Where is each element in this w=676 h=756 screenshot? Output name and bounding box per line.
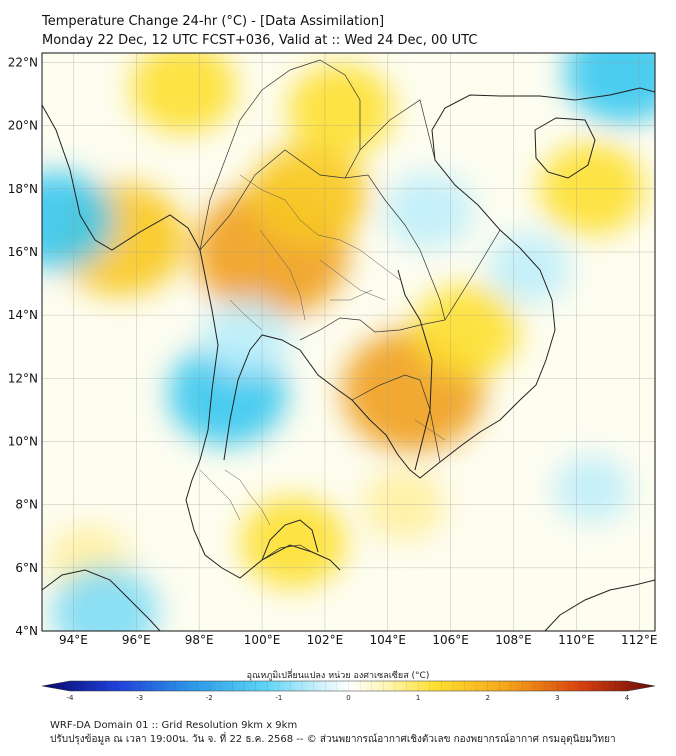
gulf-of-thailand-coast: [223, 87, 655, 479]
lon-label: 106°E: [432, 633, 469, 647]
field-blob-1: [250, 143, 369, 247]
thailand-border-north: [199, 149, 446, 341]
colorbar-tick-label: 3: [555, 694, 559, 702]
myanmar-border-east: [199, 59, 361, 251]
lat-lon-gridlines: [42, 53, 655, 631]
field-blob-7: [240, 496, 347, 589]
thai-malaysia-border: [261, 544, 313, 561]
colorbar: -4 -3 -2 -1 0 1 2 3 4: [41, 680, 656, 702]
sumatra-coast: [42, 569, 161, 631]
vietnam-mainland-line: [397, 269, 433, 471]
lat-label: 20°N: [8, 119, 38, 133]
field-blob-16: [51, 566, 158, 631]
field-blob-18: [554, 455, 631, 522]
footer-line-1: WRF-DA Domain 01 :: Grid Resolution 9km …: [50, 720, 298, 731]
map-title: Temperature Change 24-hr (°C) - [Data As…: [42, 12, 477, 50]
province-borders: [199, 174, 446, 526]
field-blob-13: [564, 53, 655, 124]
lat-label: 4°N: [15, 624, 38, 638]
country-borders: [199, 59, 501, 561]
latitude-labels: 22°N 20°N 18°N 16°N 14°N 12°N 10°N 8°N 6°N 4°N: [8, 55, 38, 638]
lat-label: 14°N: [8, 308, 38, 322]
colorbar-bar: [41, 680, 656, 692]
hainan-island: [534, 117, 596, 179]
colorbar-tick-label: -1: [275, 694, 282, 702]
field-blob-6: [413, 284, 520, 377]
colorbar-tick-label: 2: [486, 694, 490, 702]
lat-label: 22°N: [8, 55, 38, 69]
plot-frame: [41, 52, 656, 632]
lon-label: 100°E: [244, 633, 281, 647]
colorbar-tick-label: 1: [416, 694, 420, 702]
field-blob-17: [202, 299, 291, 376]
field-blob-12: [42, 171, 114, 269]
colorbar-ticks: -4 -3 -2 -1 0 1 2 3 4: [67, 681, 630, 702]
lat-label: 8°N: [15, 498, 38, 512]
colorbar-title: อุณหภูมิเปลี่ยนแปลง หน่วย องศาเซลเซียส (…: [246, 671, 430, 681]
colorbar-tick-label: 0: [346, 694, 350, 702]
footer: WRF-DA Domain 01 :: Grid Resolution 9km …: [50, 719, 616, 747]
lat-label: 6°N: [15, 561, 38, 575]
lon-label: 110°E: [558, 633, 595, 647]
lon-label: 94°E: [59, 633, 88, 647]
lat-label: 18°N: [8, 182, 38, 196]
plot-area: [42, 53, 655, 631]
footer-line-2: ปรับปรุงข้อมูล ณ เวลา 19:00น. วัน จ. ที่…: [50, 734, 616, 745]
lat-label: 12°N: [8, 371, 38, 385]
colorbar-tick-label: -4: [67, 694, 75, 702]
malay-peninsula-east-coast: [261, 519, 319, 561]
lon-label: 96°E: [122, 633, 151, 647]
lon-label: 112°E: [621, 633, 658, 647]
borneo-coast: [544, 579, 655, 631]
lat-label: 16°N: [8, 245, 38, 259]
title-line-2: Monday 22 Dec, 12 UTC FCST+036, Valid at…: [42, 33, 478, 48]
field-blob-15: [488, 232, 571, 304]
province-lines-2: [199, 419, 446, 526]
field-blob-4: [130, 53, 237, 134]
title-line-1: Temperature Change 24-hr (°C) - [Data As…: [42, 14, 385, 29]
cambodia-border: [351, 374, 441, 463]
lon-label: 98°E: [185, 633, 214, 647]
lon-label: 104°E: [370, 633, 407, 647]
colorbar-tick-label: 4: [625, 694, 630, 702]
field-blob-14: [384, 172, 473, 250]
lon-label: 102°E: [307, 633, 344, 647]
myanmar-thailand-coast: [42, 104, 341, 579]
colorbar-tick-label: -2: [206, 694, 213, 702]
coastlines: [42, 87, 655, 631]
laos-vietnam-border: [344, 99, 501, 321]
lat-label: 10°N: [8, 434, 38, 448]
longitude-labels: 94°E 96°E 98°E 100°E 102°E 104°E 106°E 108°E 110…: [59, 633, 658, 647]
lon-label: 108°E: [495, 633, 532, 647]
field-blob-5: [287, 63, 394, 156]
province-lines-1: [229, 174, 401, 331]
colorbar-tick-label: -3: [136, 694, 143, 702]
